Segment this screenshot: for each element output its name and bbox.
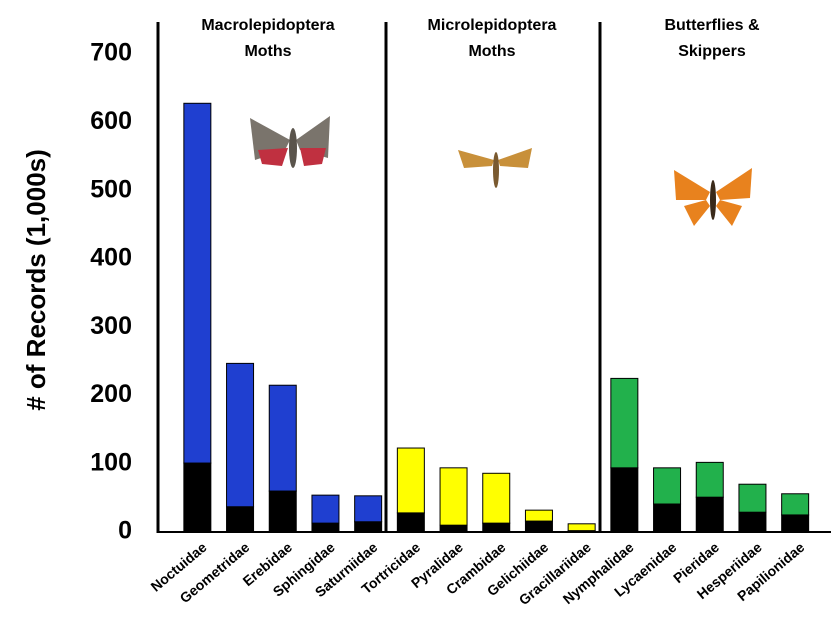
bar-segment xyxy=(355,496,382,522)
y-tick-label: 0 xyxy=(118,517,132,545)
group-label: Moths xyxy=(468,43,515,60)
bar-segment xyxy=(227,507,254,532)
y-tick-label: 100 xyxy=(90,448,132,476)
bar-segment xyxy=(312,523,339,532)
bar-segment xyxy=(739,512,766,532)
moth-icon xyxy=(250,116,330,168)
bar-segment xyxy=(568,524,595,531)
bar-segment xyxy=(440,525,467,532)
group-label: Macrolepidoptera xyxy=(201,17,334,34)
y-axis-label: # of Records (1,000s) xyxy=(21,149,51,411)
group-label: Skippers xyxy=(678,43,746,60)
bar-segment xyxy=(312,495,339,523)
bar-segment xyxy=(397,513,424,532)
bar-segment xyxy=(611,378,638,467)
bar-segment xyxy=(611,468,638,532)
bar-segment xyxy=(654,468,681,504)
bar-segment xyxy=(269,385,296,491)
y-tick-label: 500 xyxy=(90,175,132,203)
bar-segment xyxy=(739,484,766,512)
bar-segment xyxy=(483,473,510,523)
bar-segment xyxy=(269,491,296,532)
bar-segment xyxy=(184,103,211,463)
group-label: Butterflies & xyxy=(664,17,760,34)
y-tick-label: 700 xyxy=(90,39,132,67)
bar-segment xyxy=(696,462,723,497)
bar-segment xyxy=(525,521,552,532)
page: {"chart_data": {"type": "stacked-bar", "… xyxy=(0,0,831,619)
moth-icon xyxy=(458,148,532,188)
y-tick-label: 400 xyxy=(90,244,132,272)
group-label: Moths xyxy=(244,43,291,60)
bar-segment xyxy=(654,504,681,532)
bar-segment xyxy=(355,522,382,532)
group-label: Microlepidoptera xyxy=(428,17,557,34)
y-tick-label: 600 xyxy=(90,107,132,135)
bar-segment xyxy=(696,497,723,532)
bar-segment xyxy=(397,448,424,513)
y-tick-label: 300 xyxy=(90,312,132,340)
bar-segment xyxy=(184,463,211,532)
chart: # of Records (1,000s) Macrolepidoptera M… xyxy=(0,0,831,619)
butterfly-icon xyxy=(674,168,752,226)
y-tick-label: 200 xyxy=(90,380,132,408)
bar-segment xyxy=(483,523,510,532)
bar-segment xyxy=(782,494,809,515)
bar-segment xyxy=(782,515,809,532)
bar-segment xyxy=(525,510,552,521)
bar-segment xyxy=(227,363,254,506)
bar-segment xyxy=(440,468,467,525)
